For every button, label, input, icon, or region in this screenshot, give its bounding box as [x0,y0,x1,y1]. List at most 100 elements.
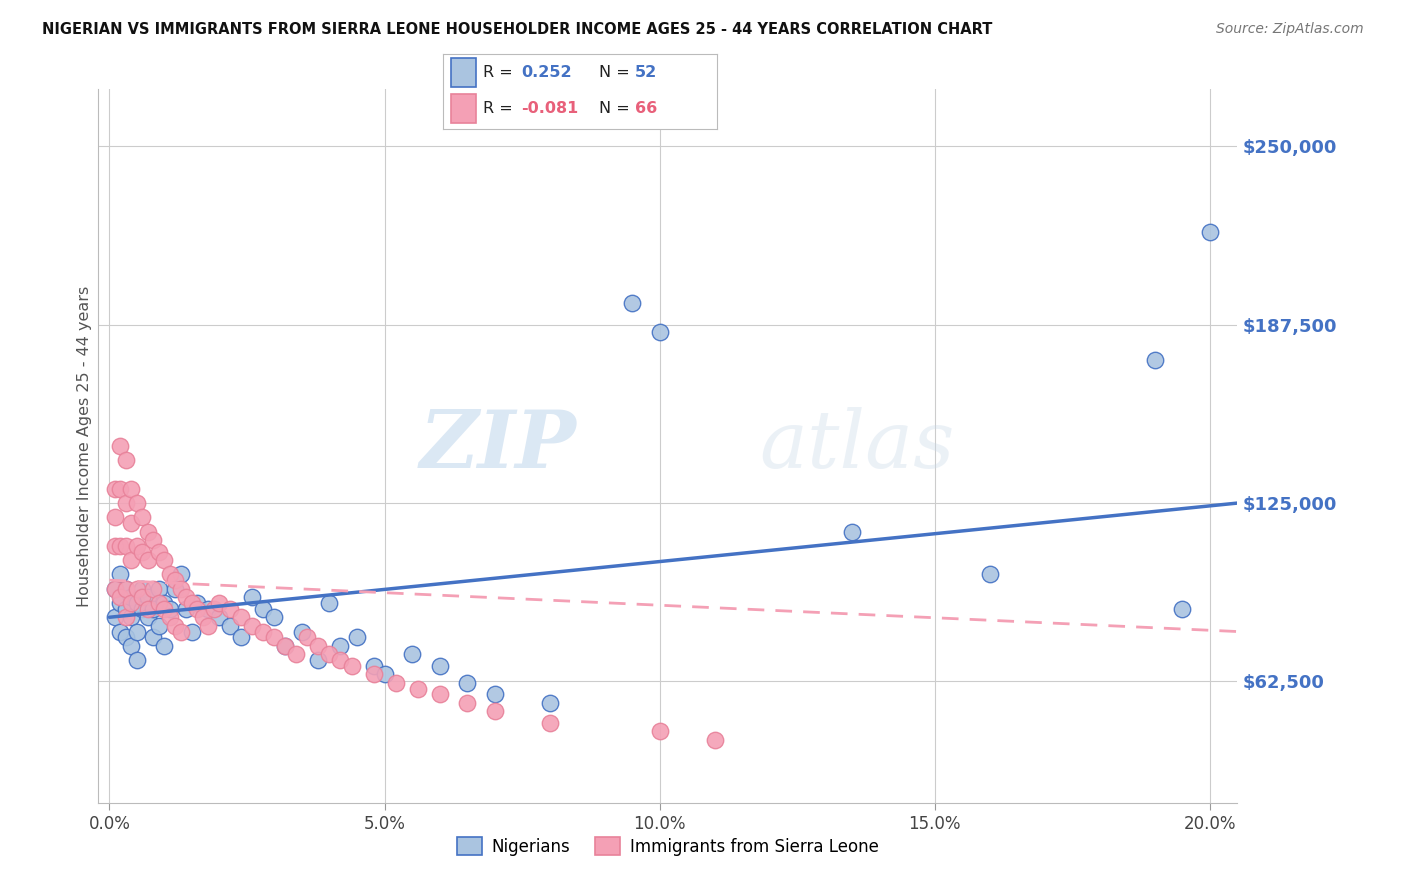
Point [120,610,142,624]
Point [115,630,138,644]
Point [456,696,478,710]
Point [110,567,132,582]
Point [148,596,170,610]
Point [231,610,253,624]
Point [384,676,406,690]
Point [363,667,385,681]
Point [120,516,142,530]
Point [104,482,127,496]
Point [242,591,264,605]
Point [197,619,219,633]
Point [329,653,352,667]
Point [148,544,170,558]
Point [131,582,153,596]
Point [263,610,285,624]
Point [291,624,314,639]
Point [429,658,451,673]
Point [104,510,127,524]
Point [125,539,148,553]
Point [110,439,132,453]
Point [131,601,153,615]
Point [131,591,153,605]
Point [110,591,132,605]
Point [176,601,198,615]
Point [176,591,198,605]
Bar [451,58,475,87]
Point [110,539,132,553]
Point [115,582,138,596]
Point [231,630,253,644]
Point [252,624,274,639]
Point [979,567,1001,582]
Point [148,582,170,596]
Point [170,582,193,596]
Point [538,696,561,710]
Point [841,524,863,539]
Point [648,724,671,739]
Point [1143,353,1166,368]
Point [125,624,148,639]
Point [120,639,142,653]
Point [142,533,165,548]
Point [484,705,506,719]
Text: N =: N = [599,65,636,80]
Point [159,601,181,615]
Point [648,325,671,339]
Text: N =: N = [599,102,636,116]
Text: 66: 66 [636,102,657,116]
Point [115,610,138,624]
Point [285,648,308,662]
Point [297,630,319,644]
Point [136,610,159,624]
Point [104,582,127,596]
Point [120,482,142,496]
Point [125,582,148,596]
Text: R =: R = [482,102,517,116]
Point [125,496,148,510]
Text: atlas: atlas [759,408,955,484]
Text: ZIP: ZIP [420,408,576,484]
Point [208,610,231,624]
Point [170,624,193,639]
Point [363,658,385,673]
Point [401,648,423,662]
Point [186,601,208,615]
Point [136,591,159,605]
Point [115,453,138,467]
Point [621,296,644,310]
Point [136,524,159,539]
Point [219,601,242,615]
Point [115,496,138,510]
Text: R =: R = [482,65,517,80]
Point [115,601,138,615]
Point [170,567,193,582]
Point [153,596,176,610]
Point [274,639,297,653]
Point [120,553,142,567]
Y-axis label: Householder Income Ages 25 - 44 years: Householder Income Ages 25 - 44 years [77,285,91,607]
Point [110,596,132,610]
Point [165,582,187,596]
Point [318,596,340,610]
Point [115,539,138,553]
Point [308,653,330,667]
Point [136,553,159,567]
Point [104,539,127,553]
Point [181,596,204,610]
Point [308,639,330,653]
Point [142,582,165,596]
Point [153,639,176,653]
Point [159,610,181,624]
Point [318,648,340,662]
Point [104,582,127,596]
Text: NIGERIAN VS IMMIGRANTS FROM SIERRA LEONE HOUSEHOLDER INCOME AGES 25 - 44 YEARS C: NIGERIAN VS IMMIGRANTS FROM SIERRA LEONE… [42,22,993,37]
Point [197,601,219,615]
Point [274,639,297,653]
Point [208,596,231,610]
Point [1198,225,1220,239]
Point [219,619,242,633]
Point [142,630,165,644]
Point [1171,601,1194,615]
Point [125,653,148,667]
Point [191,610,214,624]
